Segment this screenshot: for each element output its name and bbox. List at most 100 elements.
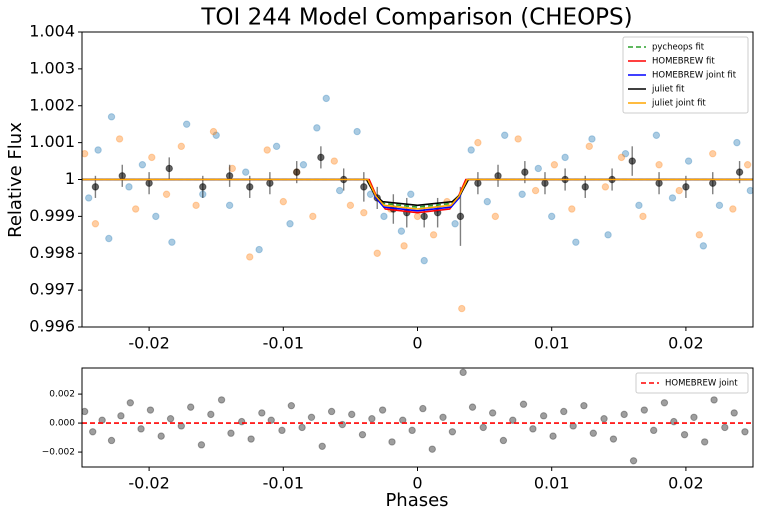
data-point — [600, 415, 608, 423]
data-point — [709, 149, 717, 158]
data-point — [126, 399, 135, 407]
data-point — [655, 161, 663, 169]
data-point — [278, 426, 286, 435]
data-point — [408, 426, 416, 435]
x-tick-label: -0.02 — [128, 474, 169, 493]
data-point — [348, 410, 356, 419]
data-point — [152, 212, 160, 221]
data-point — [91, 220, 100, 228]
plot-area — [82, 94, 753, 313]
data-point — [117, 412, 125, 420]
data-point — [518, 190, 526, 198]
legend-label: pycheops fit — [652, 43, 705, 53]
y-tick-label: 0.000 — [49, 419, 75, 429]
data-point — [710, 396, 718, 404]
data-point — [227, 429, 235, 437]
data-point — [330, 157, 338, 165]
data-point — [483, 197, 491, 206]
data-point — [534, 164, 542, 173]
data-point — [187, 403, 195, 411]
data-point — [629, 457, 638, 465]
data-point — [479, 423, 487, 432]
data-point — [177, 142, 186, 151]
data-point — [225, 201, 234, 210]
x-tick-label: 0.01 — [534, 334, 570, 353]
data-point — [541, 179, 549, 187]
data-point — [560, 407, 568, 416]
data-point — [621, 149, 630, 158]
data-point — [589, 429, 598, 437]
data-point — [299, 161, 308, 169]
y-tick-label: 1.003 — [29, 58, 75, 77]
model-line — [82, 178, 753, 214]
data-point — [509, 416, 517, 424]
y-axis-label: Relative Flux — [5, 122, 26, 238]
data-point — [690, 413, 698, 421]
x-tick-label: 0 — [412, 334, 422, 353]
data-point — [360, 183, 368, 191]
data-point — [165, 164, 173, 173]
data-point — [287, 401, 296, 410]
data-point — [94, 146, 102, 154]
data-point — [378, 406, 387, 414]
data-point — [448, 428, 457, 436]
data-point — [272, 142, 281, 151]
data-point — [146, 406, 155, 414]
data-point — [85, 194, 93, 202]
data-point — [572, 238, 580, 246]
data-point — [733, 138, 741, 147]
x-tick-label: 0.02 — [668, 474, 704, 493]
data-point — [635, 201, 643, 210]
x-tick-label: 0.02 — [668, 334, 704, 353]
data-point — [628, 157, 636, 165]
data-point — [561, 153, 569, 162]
data-point — [380, 212, 388, 221]
data-point — [388, 438, 396, 446]
x-axis-label: Phases — [385, 490, 448, 511]
data-point — [258, 409, 266, 417]
data-point — [474, 179, 482, 187]
y-tick-label: 1.002 — [29, 95, 75, 114]
data-point — [168, 238, 176, 246]
model-line — [82, 178, 753, 212]
data-point — [107, 113, 116, 121]
model-line — [82, 178, 753, 208]
data-point — [138, 161, 147, 169]
data-point — [451, 220, 459, 228]
data-point — [358, 430, 367, 439]
data-point — [420, 212, 428, 221]
data-point — [640, 406, 648, 414]
x-tick-label: 0.01 — [534, 474, 570, 493]
data-point — [514, 135, 522, 143]
data-point — [322, 94, 330, 103]
data-point — [715, 201, 724, 210]
data-point — [192, 201, 200, 210]
data-point — [131, 205, 140, 213]
data-point — [419, 404, 427, 413]
y-tick-label: 0.996 — [29, 317, 75, 336]
data-point — [684, 157, 693, 165]
data-point — [709, 179, 717, 187]
data-point — [318, 442, 326, 450]
data-point — [82, 407, 89, 416]
data-point — [549, 432, 557, 440]
y-tick-label: 0.999 — [29, 206, 75, 225]
data-point — [246, 253, 254, 261]
data-point — [199, 183, 207, 191]
data-point — [266, 179, 274, 187]
data-point — [660, 399, 669, 407]
data-point — [585, 142, 593, 151]
data-point — [468, 403, 477, 411]
data-point — [209, 127, 218, 136]
legend-label: juliet joint fit — [651, 99, 706, 109]
data-point — [529, 425, 537, 433]
legend-label: HOMEBREW fit — [652, 57, 715, 67]
data-point — [107, 436, 116, 445]
data-point — [212, 131, 220, 139]
data-point — [456, 212, 465, 221]
y-tick-label: 0.997 — [29, 280, 75, 299]
data-point — [700, 438, 709, 446]
data-point — [680, 430, 689, 439]
data-point — [162, 190, 171, 198]
